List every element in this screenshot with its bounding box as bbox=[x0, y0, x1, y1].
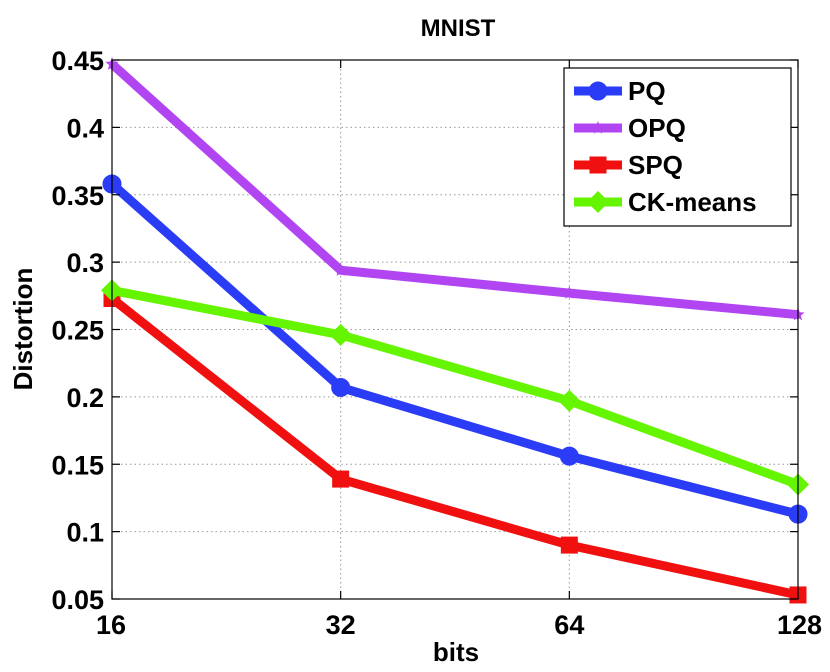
series-ck-means bbox=[101, 279, 809, 496]
x-tick-label: 64 bbox=[554, 610, 584, 640]
y-tick-label: 0.4 bbox=[66, 113, 104, 143]
legend-label: SPQ bbox=[628, 150, 683, 180]
legend-item-pq: PQ bbox=[574, 76, 666, 106]
legend-label: PQ bbox=[628, 76, 666, 106]
data-point-opq bbox=[334, 263, 348, 276]
chart-title: MNIST bbox=[421, 15, 496, 42]
data-point-ck-means bbox=[329, 323, 352, 346]
x-tick-label: 32 bbox=[326, 610, 356, 640]
y-tick-label: 0.15 bbox=[51, 450, 104, 480]
y-tick-label: 0.25 bbox=[51, 316, 104, 346]
y-axis-label: Distortion bbox=[8, 268, 38, 391]
x-tick-label: 128 bbox=[777, 610, 822, 640]
y-tick-label: 0.45 bbox=[51, 46, 104, 76]
y-tick-label: 0.1 bbox=[66, 518, 104, 548]
legend: PQ OPQ SPQ CK-means bbox=[563, 67, 792, 227]
y-tick-label: 0.05 bbox=[51, 585, 104, 615]
legend-marker-pq bbox=[588, 81, 608, 101]
legend-label: CK-means bbox=[628, 187, 757, 217]
series-layer bbox=[101, 57, 809, 604]
data-point-spq bbox=[560, 536, 578, 554]
legend-item-spq: SPQ bbox=[574, 150, 683, 180]
legend-marker-spq bbox=[589, 156, 607, 174]
legend-label: OPQ bbox=[628, 113, 686, 143]
series-pq bbox=[102, 174, 808, 524]
data-point-ck-means bbox=[558, 389, 581, 412]
series-line-pq bbox=[109, 180, 800, 519]
series-line-opq bbox=[108, 60, 799, 320]
legend-item-opq: OPQ bbox=[574, 113, 686, 143]
y-tick-label: 0.3 bbox=[66, 248, 104, 278]
legend-marker-ck-means bbox=[587, 191, 609, 213]
data-point-pq bbox=[559, 446, 579, 466]
tick-layer: 0.05 0.1 0.15 0.2 0.25 0.3 0.35 0.4 0.45 16 32 64 12… bbox=[51, 46, 822, 640]
series-line-ck-means bbox=[111, 286, 800, 489]
y-tick-label: 0.35 bbox=[51, 181, 104, 211]
y-tick-label: 0.2 bbox=[66, 383, 104, 413]
legend-marker-opq bbox=[591, 121, 605, 134]
data-point-spq bbox=[332, 470, 350, 488]
series-line-spq bbox=[109, 294, 799, 600]
x-tick-label: 16 bbox=[96, 610, 126, 640]
x-axis-label: bits bbox=[433, 637, 479, 667]
data-point-opq bbox=[562, 286, 576, 299]
data-point-pq bbox=[331, 377, 351, 397]
legend-item-ck-means: CK-means bbox=[574, 187, 757, 217]
